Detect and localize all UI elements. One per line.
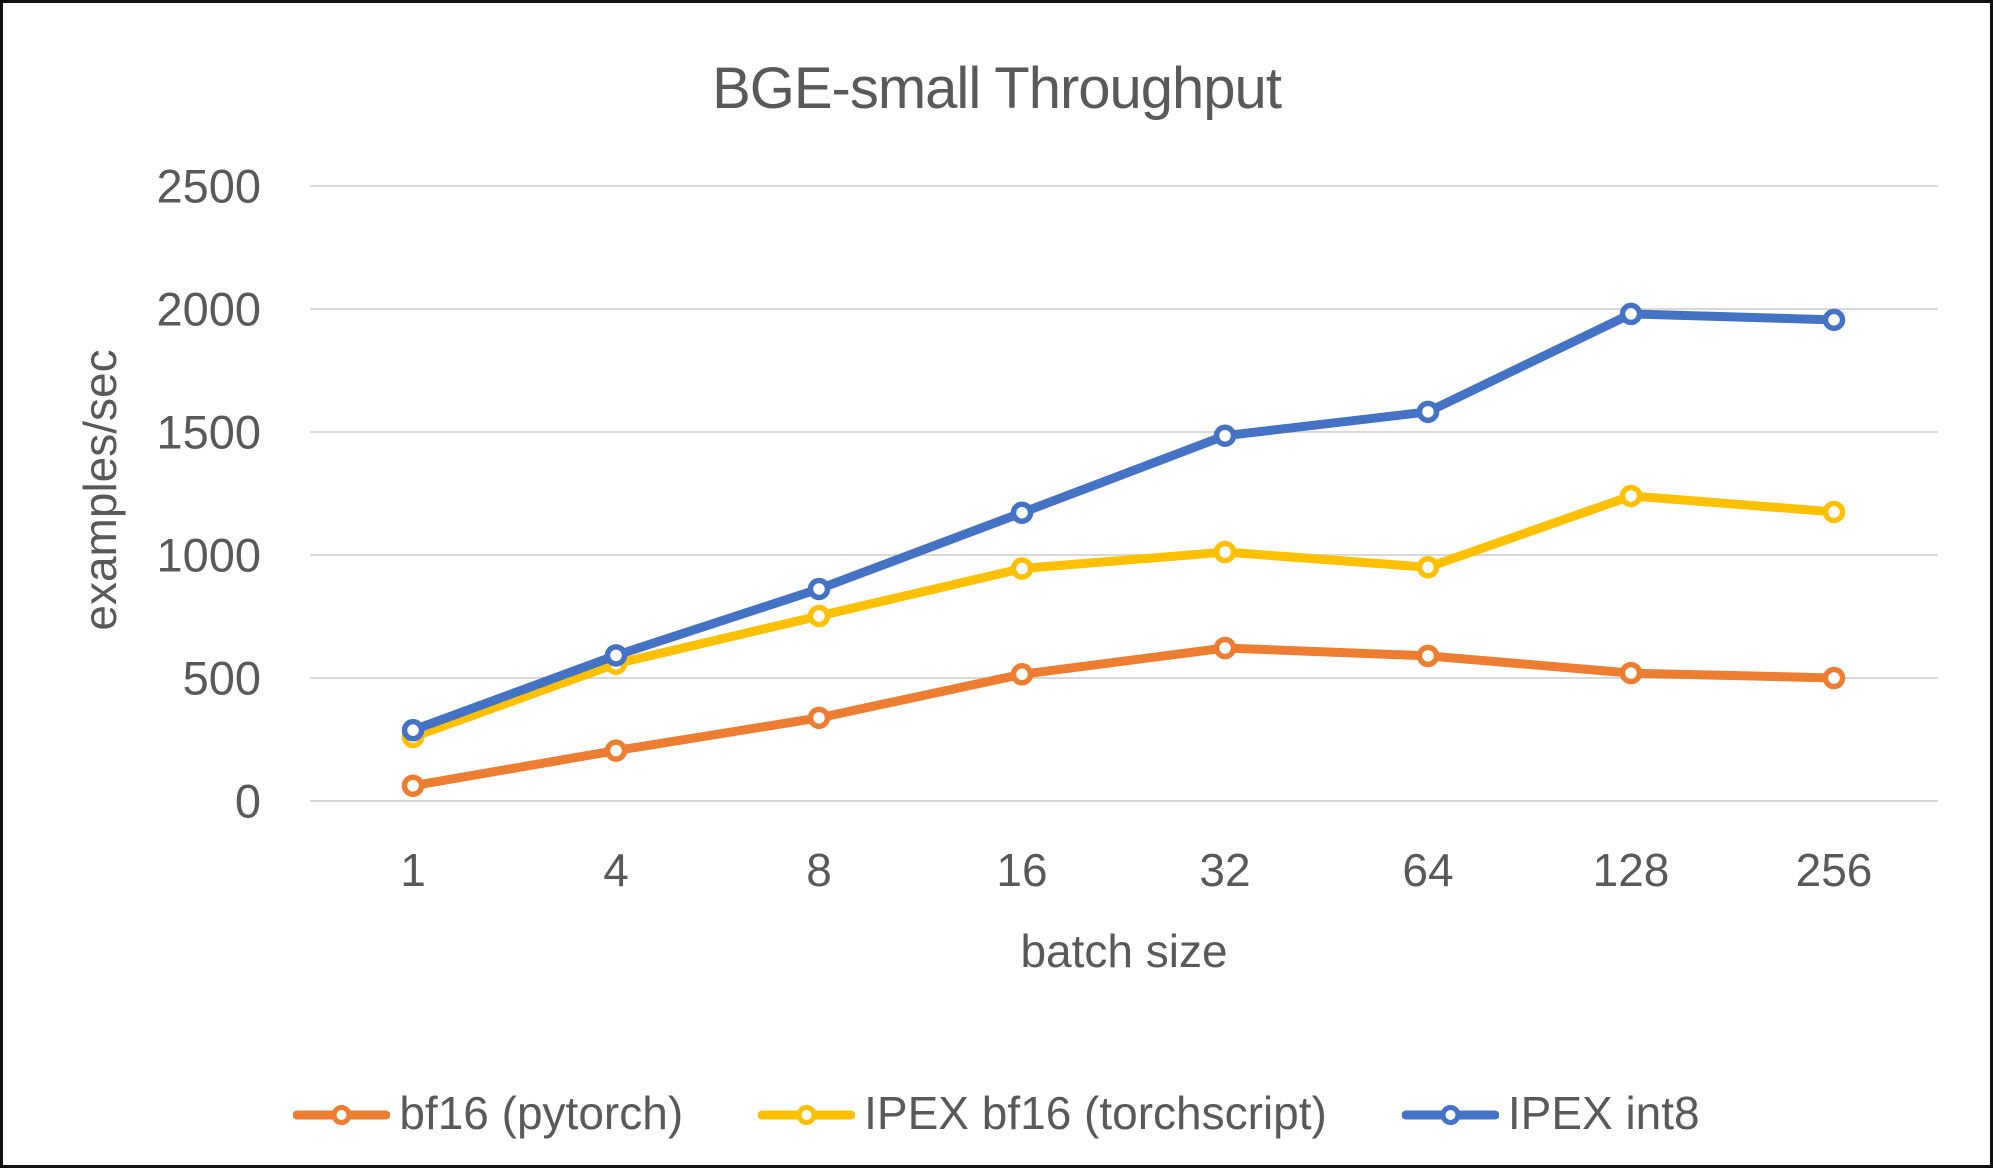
legend-item-0: bf16 (pytorch)	[293, 1087, 684, 1142]
y-tick-label-0: 0	[234, 774, 261, 828]
y-tick-label-500: 500	[182, 651, 261, 705]
data-point-marker	[807, 577, 831, 601]
y-tick-label-2000: 2000	[156, 282, 261, 336]
x-tick-label-16: 16	[996, 844, 1048, 896]
data-point-marker	[1619, 661, 1643, 685]
legend-label-2: IPEX int8	[1507, 1087, 1700, 1139]
x-tick-label-8: 8	[806, 844, 832, 896]
data-point-marker	[1213, 540, 1237, 564]
data-point-marker	[1619, 302, 1643, 326]
data-point-marker	[604, 739, 628, 762]
data-point-marker	[401, 718, 425, 742]
series-lines	[401, 302, 1846, 797]
data-point-marker	[1822, 666, 1846, 690]
y-tick-label-1000: 1000	[156, 528, 261, 582]
data-point-marker	[1416, 644, 1440, 668]
data-point-marker	[1010, 501, 1034, 524]
data-point-marker	[1619, 484, 1643, 508]
data-point-marker	[1213, 424, 1237, 447]
x-axis-title: batch size	[1020, 925, 1228, 977]
data-point-marker	[604, 644, 628, 667]
data-point-marker	[1010, 663, 1034, 686]
gridlines	[310, 185, 1938, 802]
data-point-marker	[1010, 557, 1034, 580]
x-tick-label-1: 1	[400, 844, 426, 896]
y-axis-title: examples/sec	[74, 349, 126, 631]
y-tick-label-2500: 2500	[156, 159, 261, 213]
x-tick-label-4: 4	[603, 844, 629, 896]
x-tick-label-128: 128	[1592, 844, 1670, 896]
data-point-marker	[807, 706, 831, 730]
x-tick-label-64: 64	[1402, 844, 1454, 896]
legend-label-1: IPEX bf16 (torchscript)	[864, 1087, 1327, 1139]
data-point-marker	[1416, 556, 1440, 579]
data-point-marker	[1416, 400, 1440, 424]
series-line-0	[408, 643, 1839, 791]
y-tick-label-1500: 1500	[156, 405, 261, 459]
chart-title: BGE-small Throughput	[712, 56, 1282, 121]
series-line-1	[408, 491, 1839, 742]
data-point-marker	[1822, 500, 1846, 524]
legend-item-1: IPEX bf16 (torchscript)	[758, 1087, 1327, 1142]
legend: bf16 (pytorch) IPEX bf16 (torchscript) IPE…	[3, 1087, 1990, 1142]
x-tick-label-32: 32	[1199, 844, 1251, 896]
legend-marker-icon	[293, 1105, 391, 1125]
data-point-marker	[1822, 308, 1846, 332]
data-point-marker	[1213, 636, 1237, 660]
data-point-marker	[401, 774, 425, 797]
legend-item-2: IPEX int8	[1401, 1087, 1700, 1142]
x-tick-label-256: 256	[1795, 844, 1873, 896]
series-line-2	[408, 309, 1839, 735]
legend-label-0: bf16 (pytorch)	[399, 1087, 684, 1139]
data-point-marker	[807, 604, 831, 628]
legend-marker-icon	[1401, 1105, 1499, 1125]
chart-canvas	[310, 185, 1938, 802]
legend-marker-icon	[758, 1105, 856, 1125]
